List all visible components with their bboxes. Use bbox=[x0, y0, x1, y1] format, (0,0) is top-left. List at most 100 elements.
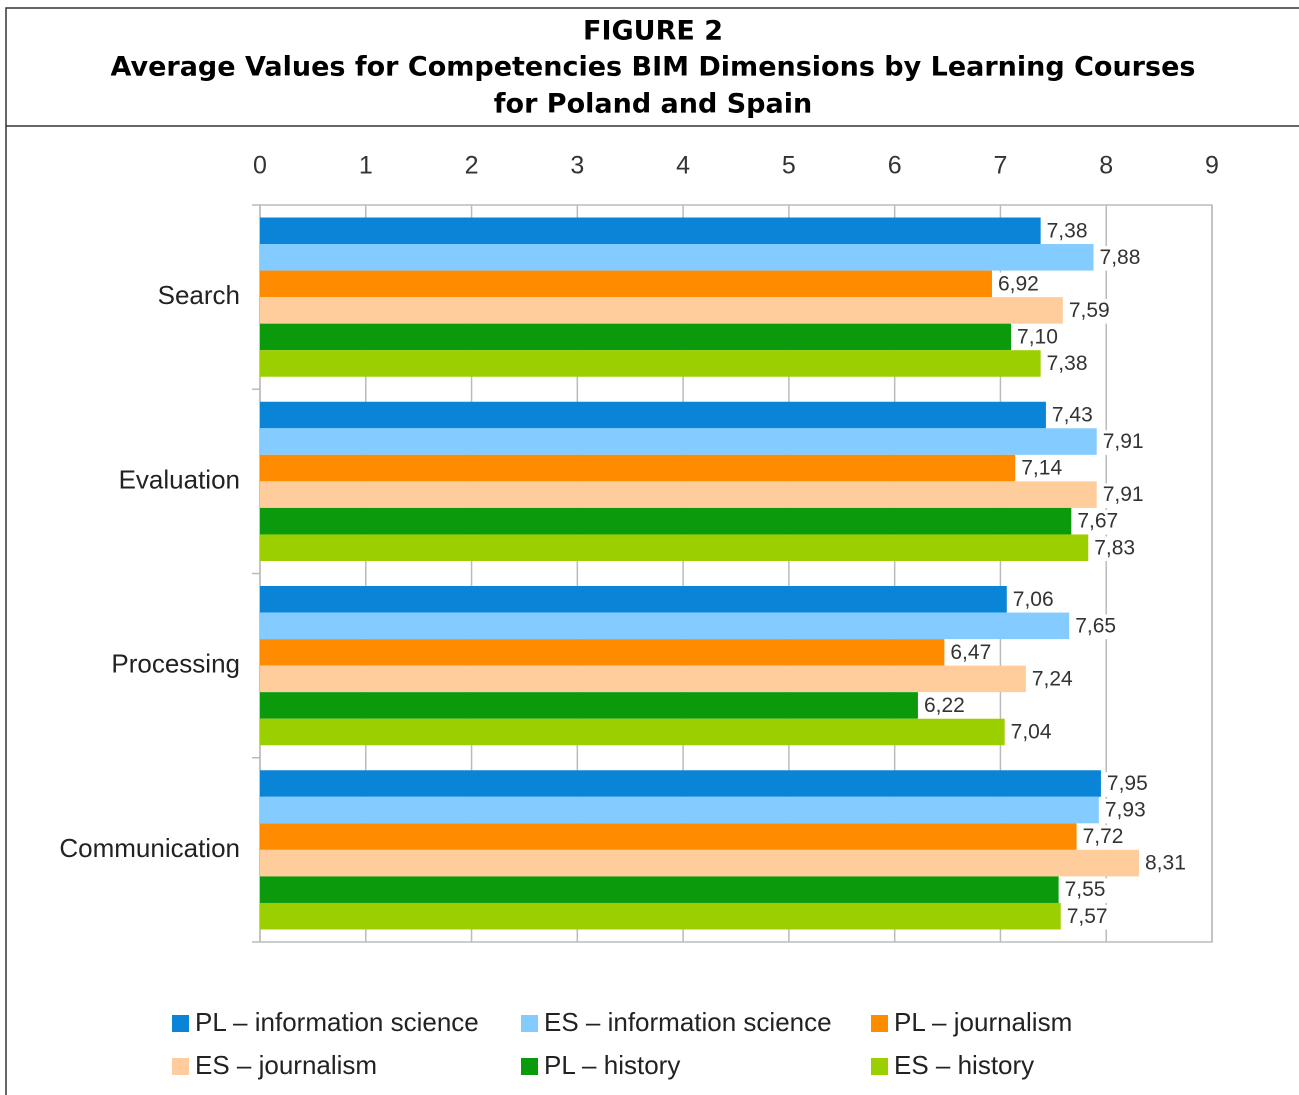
chart-title: for Poland and Spain bbox=[494, 89, 812, 120]
bar bbox=[260, 770, 1101, 797]
legend-swatch bbox=[521, 1058, 538, 1075]
y-tick-label: Search bbox=[158, 280, 240, 310]
bar bbox=[260, 796, 1099, 824]
y-tick-label: Evaluation bbox=[119, 464, 240, 494]
x-tick-label: 5 bbox=[782, 152, 796, 180]
bar bbox=[260, 297, 1063, 324]
value-label-bg bbox=[1027, 667, 1080, 693]
value-label: 7,38 bbox=[1047, 352, 1088, 375]
value-label-bg bbox=[1078, 825, 1131, 850]
legend-label: ES – journalism bbox=[195, 1050, 377, 1080]
value-label: 7,59 bbox=[1069, 299, 1110, 322]
legend-swatch bbox=[521, 1015, 538, 1032]
value-label-bg bbox=[946, 641, 999, 666]
x-tick-label: 3 bbox=[570, 152, 584, 180]
value-label-bg bbox=[1006, 720, 1059, 746]
bar bbox=[260, 849, 1140, 877]
legend-swatch bbox=[172, 1058, 189, 1075]
value-label-bg bbox=[1064, 299, 1117, 324]
bar bbox=[260, 428, 1097, 455]
bar bbox=[260, 350, 1041, 377]
value-label-bg bbox=[919, 694, 972, 719]
bar bbox=[260, 876, 1059, 903]
value-label-bg bbox=[1095, 246, 1148, 271]
x-tick-label: 2 bbox=[465, 152, 479, 180]
value-label-bg bbox=[1013, 325, 1066, 351]
value-label: 7,95 bbox=[1107, 772, 1148, 795]
value-label: 7,65 bbox=[1075, 614, 1116, 637]
bar bbox=[260, 718, 1005, 746]
value-label-bg bbox=[993, 272, 1046, 298]
value-label: 7,14 bbox=[1021, 457, 1062, 480]
x-tick-label: 6 bbox=[888, 152, 902, 180]
bar bbox=[260, 665, 1026, 693]
bar bbox=[260, 692, 918, 719]
value-label-bg bbox=[1008, 588, 1061, 613]
bar bbox=[260, 481, 1097, 508]
legend-swatch bbox=[871, 1015, 888, 1032]
value-label: 7,10 bbox=[1017, 325, 1058, 348]
bar bbox=[260, 217, 1041, 245]
bar bbox=[260, 612, 1070, 640]
value-label-bg bbox=[1073, 509, 1126, 535]
bar bbox=[260, 323, 1012, 351]
value-label-bg bbox=[1098, 430, 1151, 455]
value-label: 7,91 bbox=[1103, 483, 1144, 506]
chart-title: Average Values for Competencies BIM Dime… bbox=[111, 52, 1196, 83]
bar bbox=[260, 270, 992, 298]
value-label: 7,06 bbox=[1013, 588, 1054, 611]
x-tick-label: 9 bbox=[1205, 152, 1219, 180]
value-label-bg bbox=[1047, 403, 1100, 429]
value-label-bg bbox=[1102, 772, 1155, 797]
bar bbox=[260, 902, 1061, 930]
legend-label: ES – information science bbox=[544, 1007, 832, 1037]
value-label: 7,83 bbox=[1094, 536, 1135, 559]
bar bbox=[260, 401, 1046, 429]
value-label: 7,38 bbox=[1047, 219, 1088, 242]
bar bbox=[260, 639, 945, 666]
bar bbox=[260, 244, 1094, 271]
legend-label: PL – journalism bbox=[894, 1007, 1072, 1037]
value-label-bg bbox=[1071, 614, 1124, 640]
value-label: 7,57 bbox=[1067, 905, 1108, 928]
frame bbox=[5, 7, 1299, 1095]
bar bbox=[260, 823, 1077, 850]
value-label-bg bbox=[1098, 483, 1151, 508]
value-label: 6,47 bbox=[950, 641, 991, 664]
value-label: 7,67 bbox=[1077, 510, 1118, 533]
value-label: 8,31 bbox=[1145, 852, 1186, 875]
value-label-bg bbox=[1042, 219, 1095, 245]
x-tick-label: 8 bbox=[1099, 152, 1113, 180]
legend-swatch bbox=[172, 1015, 189, 1032]
value-label: 7,72 bbox=[1083, 825, 1124, 848]
y-tick-label: Communication bbox=[59, 833, 240, 863]
value-label-bg bbox=[1042, 352, 1095, 377]
x-tick-label: 7 bbox=[993, 152, 1007, 180]
x-tick-label: 0 bbox=[253, 152, 267, 180]
value-label: 6,22 bbox=[924, 694, 965, 717]
value-label: 7,04 bbox=[1011, 721, 1052, 744]
x-tick-label: 4 bbox=[676, 152, 690, 180]
value-label-bg bbox=[1062, 904, 1115, 930]
legend-label: ES – history bbox=[894, 1050, 1034, 1080]
value-label-bg bbox=[1060, 878, 1113, 903]
legend-label: PL – history bbox=[544, 1050, 680, 1080]
value-label-bg bbox=[1090, 536, 1143, 561]
bar bbox=[260, 534, 1089, 561]
x-tick-label: 1 bbox=[359, 152, 373, 180]
value-label-bg bbox=[1017, 456, 1070, 482]
bar bbox=[260, 454, 1016, 482]
figure-label: FIGURE 2 bbox=[583, 16, 723, 47]
value-label: 6,92 bbox=[998, 272, 1039, 295]
value-label: 7,88 bbox=[1100, 246, 1141, 269]
value-label: 7,55 bbox=[1065, 878, 1106, 901]
value-label-bg bbox=[1141, 851, 1194, 877]
bar bbox=[260, 586, 1007, 613]
value-label: 7,93 bbox=[1105, 799, 1146, 822]
value-label-bg bbox=[1100, 798, 1153, 824]
legend-label: PL – information science bbox=[195, 1007, 479, 1037]
value-label: 7,24 bbox=[1032, 667, 1073, 690]
bar bbox=[260, 507, 1072, 535]
value-label: 7,43 bbox=[1052, 404, 1093, 427]
